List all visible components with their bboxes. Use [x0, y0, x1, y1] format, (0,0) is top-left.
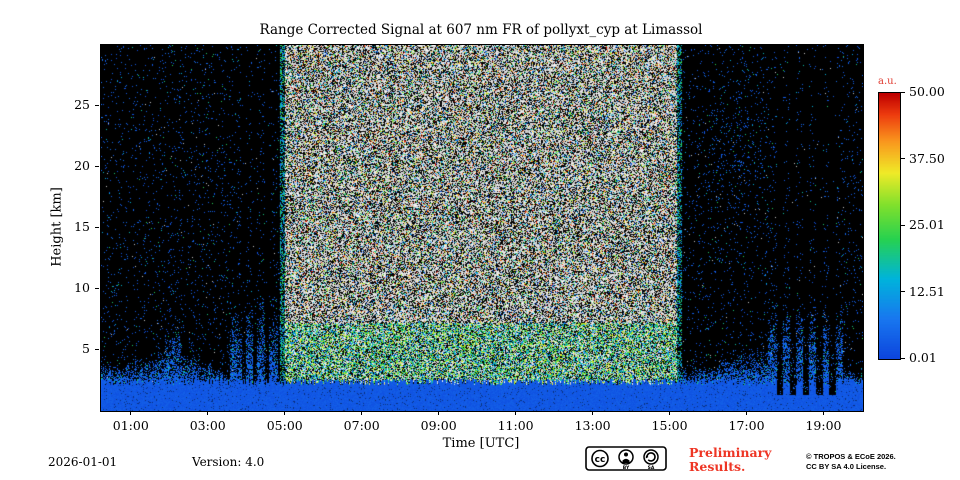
x-tick-label: 17:00 — [728, 418, 765, 433]
colorbar-tick-mark — [901, 158, 905, 159]
colorbar-tick-mark — [901, 224, 905, 226]
x-tick-mark — [361, 411, 363, 415]
x-tick-mark — [823, 411, 824, 415]
svg-text:BY: BY — [623, 465, 630, 471]
colorbar-tick-mark — [901, 91, 905, 93]
y-tick-mark — [95, 287, 99, 289]
x-tick-mark — [515, 411, 517, 415]
y-tick-mark — [95, 226, 99, 228]
colorbar-tick-label: 25.01 — [909, 217, 945, 232]
x-tick-mark — [669, 411, 671, 415]
y-tick-mark — [95, 104, 99, 106]
x-tick-label: 09:00 — [420, 418, 457, 433]
x-tick-label: 01:00 — [112, 418, 149, 433]
x-tick-label: 13:00 — [574, 418, 611, 433]
y-tick-label: 25 — [74, 97, 90, 112]
chart-title: Range Corrected Signal at 607 nm FR of p… — [259, 22, 703, 38]
x-tick-label: 07:00 — [343, 418, 380, 433]
y-tick-label: 10 — [74, 280, 90, 295]
y-tick-mark — [95, 348, 99, 350]
svg-text:SA: SA — [648, 465, 655, 471]
y-tick-label: 20 — [74, 158, 90, 173]
x-tick-mark — [438, 411, 440, 415]
colorbar-tick-label: 12.51 — [909, 283, 945, 299]
x-axis-label: Time [UTC] — [442, 436, 520, 451]
svg-text:cc: cc — [595, 455, 606, 465]
footer-version: Version: 4.0 — [192, 455, 265, 469]
y-tick-mark — [95, 165, 99, 167]
cc-by-sa-badge-icon: cc BY SA — [585, 446, 667, 471]
x-tick-label: 05:00 — [266, 418, 303, 433]
footer-date: 2026-01-01 — [48, 455, 118, 469]
y-tick-label: 15 — [74, 219, 90, 234]
x-tick-mark — [207, 411, 209, 415]
colorbar-unit-label: a.u. — [878, 76, 897, 87]
y-tick-label: 5 — [82, 341, 90, 356]
colorbar-tick-label: 37.50 — [909, 150, 945, 166]
colorbar — [878, 92, 901, 360]
x-tick-label: 15:00 — [651, 418, 688, 433]
copyright-line2: CC BY SA 4.0 License. — [806, 462, 887, 472]
colorbar-tick-label: 50.00 — [909, 84, 945, 99]
x-tick-mark — [746, 411, 748, 415]
heatmap-canvas — [101, 45, 863, 411]
colorbar-tick-mark — [901, 291, 905, 292]
plot-area — [100, 44, 864, 412]
x-tick-label: 19:00 — [805, 418, 842, 433]
copyright-note: © TROPOS & ECoE 2026. CC BY SA 4.0 Licen… — [806, 452, 896, 472]
x-tick-mark — [592, 411, 594, 415]
copyright-line1: © TROPOS & ECoE 2026. — [806, 452, 896, 461]
colorbar-tick-mark — [901, 357, 905, 359]
x-tick-label: 03:00 — [189, 418, 226, 433]
colorbar-canvas — [879, 93, 900, 359]
x-tick-mark — [130, 411, 132, 415]
preliminary-results-note: Preliminary Results. — [689, 445, 772, 475]
x-tick-mark — [284, 411, 286, 415]
colorbar-tick-label: 0.01 — [909, 350, 937, 365]
x-tick-label: 11:00 — [497, 418, 534, 433]
